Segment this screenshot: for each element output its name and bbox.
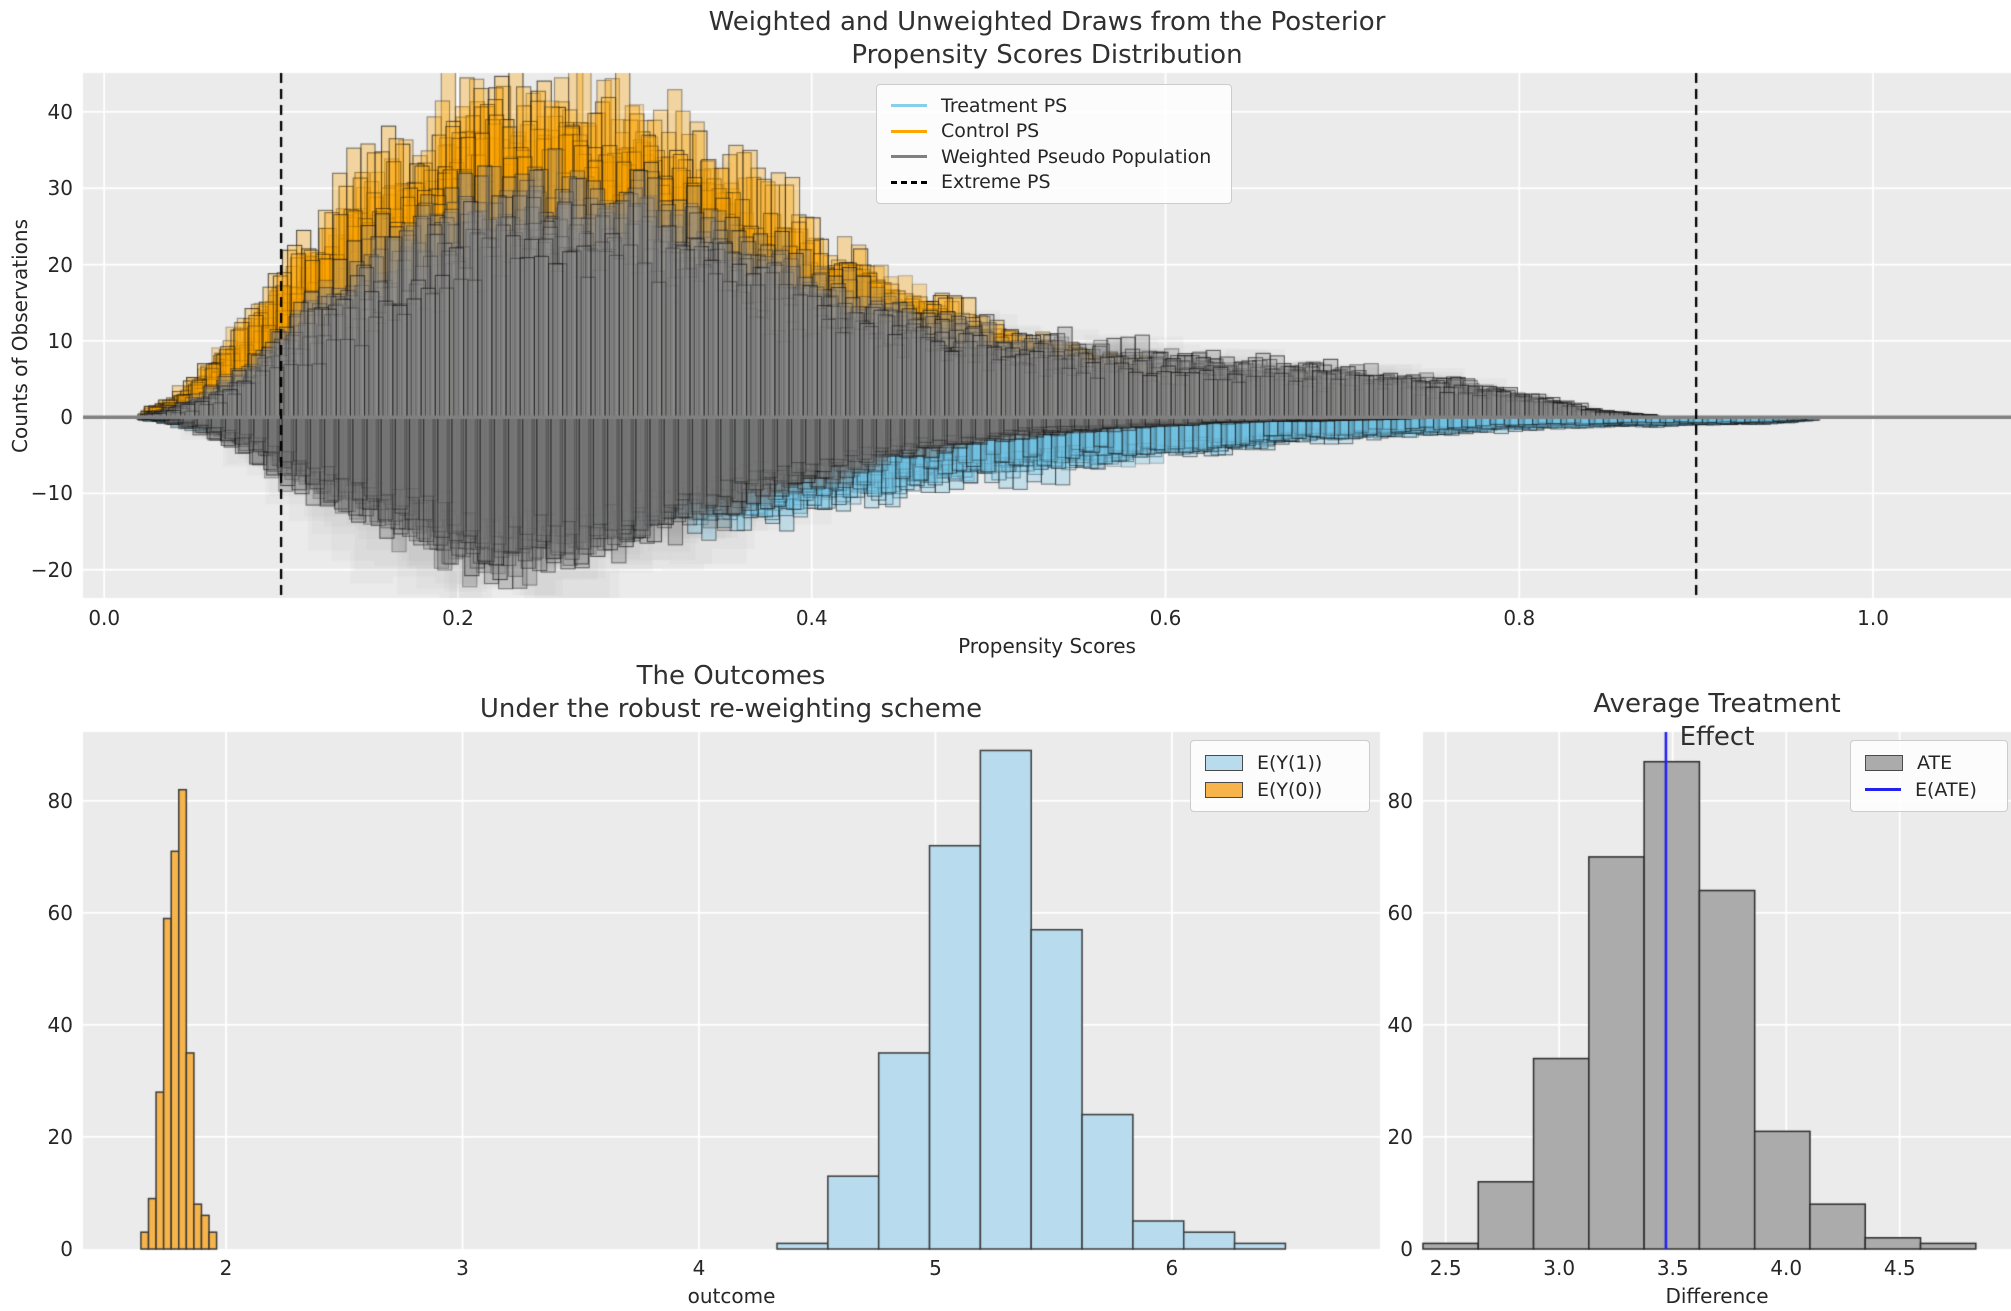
ate-legend-item: ATE xyxy=(1865,749,1993,776)
outcomes-y-tick-label: 0 xyxy=(60,1237,73,1261)
top-plot-legend: Treatment PS Control PS Weighted Pseudo Po… xyxy=(876,84,1232,204)
ate-x-tick-label: 2.5 xyxy=(1429,1256,1462,1280)
ate-y-tick-label: 20 xyxy=(1387,1124,1413,1149)
ate-legend-label: E(ATE) xyxy=(1915,778,1977,801)
ate-legend-swatch xyxy=(1865,754,1903,771)
top-legend-swatch xyxy=(891,129,927,133)
top-x-tick-label: 0.4 xyxy=(795,606,828,630)
outcomes-y-tick-label: 40 xyxy=(47,1012,73,1037)
top-y-tick-label: 30 xyxy=(47,176,73,201)
ate-x-tick-label: 4.0 xyxy=(1770,1256,1803,1280)
ate-x-tick-label: 4.5 xyxy=(1883,1256,1916,1280)
top-legend-label: Extreme PS xyxy=(941,171,1051,194)
top-y-axis-label: Counts of Observations xyxy=(8,218,32,454)
top-x-tick-label: 0.6 xyxy=(1149,606,1182,630)
top-legend-item: Weighted Pseudo Population xyxy=(891,144,1217,170)
outcomes-plot-title: The Outcomes Under the robust re-weighti… xyxy=(479,661,983,724)
top-y-tick-label: −20 xyxy=(30,557,73,582)
top-x-tick-label: 0.8 xyxy=(1503,606,1536,630)
top-legend-label: Control PS xyxy=(941,120,1040,143)
ate-legend-item: E(ATE) xyxy=(1865,776,1993,803)
ate-y-tick-label: 0 xyxy=(1400,1237,1413,1261)
top-legend-swatch xyxy=(891,155,927,159)
top-legend-label: Treatment PS xyxy=(941,94,1068,117)
top-legend-swatch xyxy=(891,180,927,184)
outcomes-legend-item: E(Y(1)) xyxy=(1205,749,1355,776)
outcomes-x-axis-label: outcome xyxy=(687,1284,776,1308)
outcomes-legend-label: E(Y(0)) xyxy=(1257,778,1323,801)
outcomes-legend-swatch xyxy=(1205,754,1243,771)
outcomes-y-tick-label: 60 xyxy=(47,900,73,925)
outcomes-plot-legend: E(Y(1)) E(Y(0)) xyxy=(1190,740,1370,812)
outcomes-legend-item: E(Y(0)) xyxy=(1205,776,1355,803)
top-y-tick-label: 40 xyxy=(47,99,73,124)
top-x-tick-label: 0.0 xyxy=(88,606,121,630)
outcomes-x-tick-label: 4 xyxy=(692,1256,706,1280)
top-y-tick-label: 20 xyxy=(47,252,73,277)
ate-x-tick-label: 3.0 xyxy=(1543,1256,1576,1280)
outcomes-y-tick-label: 20 xyxy=(47,1124,73,1149)
ate-plot-title: Average Treatment Effect xyxy=(1593,689,1841,752)
top-plot-title: Weighted and Unweighted Draws from the P… xyxy=(708,7,1386,70)
outcomes-legend-label: E(Y(1)) xyxy=(1257,751,1323,774)
top-x-tick-label: 1.0 xyxy=(1857,606,1889,630)
outcomes-x-tick-label: 2 xyxy=(219,1256,233,1280)
top-y-tick-label: −10 xyxy=(30,481,73,506)
top-legend-item: Control PS xyxy=(891,119,1217,145)
outcomes-legend-swatch xyxy=(1205,781,1243,798)
outcomes-x-tick-label: 5 xyxy=(929,1256,942,1280)
ate-plot-legend: ATE E(ATE) xyxy=(1850,740,2008,812)
top-legend-swatch xyxy=(891,104,927,108)
outcomes-y-tick-label: 80 xyxy=(47,788,73,813)
top-x-axis-label: Propensity Scores xyxy=(958,634,1136,658)
ate-y-tick-label: 60 xyxy=(1387,900,1413,925)
top-x-tick-label: 0.2 xyxy=(442,606,474,630)
ate-y-tick-label: 80 xyxy=(1387,788,1413,813)
outcomes-x-tick-label: 3 xyxy=(456,1256,469,1280)
top-legend-item: Extreme PS xyxy=(891,170,1217,196)
outcomes-x-tick-label: 6 xyxy=(1165,1256,1179,1280)
ate-x-axis-label: Difference xyxy=(1665,1284,1769,1308)
top-legend-label: Weighted Pseudo Population xyxy=(941,145,1212,168)
ate-legend-swatch xyxy=(1865,788,1901,791)
ate-x-tick-label: 3.5 xyxy=(1656,1256,1689,1280)
top-y-tick-label: 0 xyxy=(60,405,73,430)
top-y-tick-label: 10 xyxy=(47,328,73,353)
top-legend-item: Treatment PS xyxy=(891,93,1217,119)
ate-legend-label: ATE xyxy=(1917,751,1953,774)
ate-y-tick-label: 40 xyxy=(1387,1012,1413,1037)
